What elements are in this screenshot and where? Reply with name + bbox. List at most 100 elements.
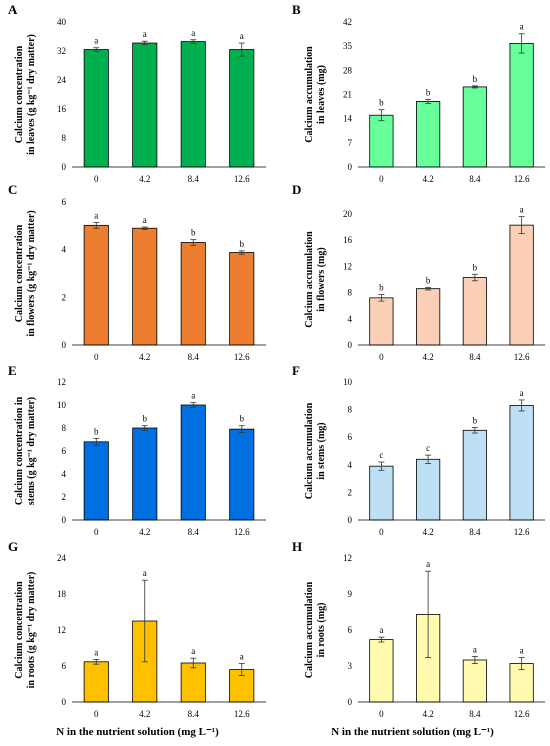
y-axis-label-line: Calcium accumulation <box>304 581 315 678</box>
y-tick-label: 12 <box>57 625 66 635</box>
significance-letter: a <box>520 646 524 656</box>
y-axis-label: Calcium accumulationin flowers (mg) <box>304 231 327 328</box>
y-tick-label: 20 <box>343 209 353 219</box>
x-axis-title-right: N in the nutrient solution (mg L⁻¹) <box>331 726 494 738</box>
y-tick-label: 16 <box>57 104 67 114</box>
y-axis-label-line: Calcium accumulation <box>304 231 315 328</box>
bar <box>83 661 109 703</box>
y-tick-label: 8 <box>62 133 67 143</box>
significance-letter: a <box>191 391 195 401</box>
x-tick-label: 4.2 <box>423 527 434 537</box>
y-tick-label: 0 <box>348 162 353 172</box>
x-tick-label: 0 <box>379 709 384 719</box>
significance-letter: b <box>379 283 384 293</box>
y-axis-label-line: Calcium accumulation <box>304 402 315 499</box>
y-tick-label: 2 <box>62 492 67 502</box>
y-tick-label: 6 <box>348 625 353 635</box>
y-axis-label-line: Calcium concentration <box>14 224 25 322</box>
x-tick-label: 0 <box>94 709 99 719</box>
y-tick-label: 28 <box>343 65 353 75</box>
significance-letter: a <box>143 29 147 39</box>
x-tick-label: 12.6 <box>234 709 250 719</box>
significance-letter: a <box>379 625 383 635</box>
significance-letter: a <box>191 28 195 38</box>
y-tick-label: 12 <box>343 553 352 563</box>
significance-letter: a <box>473 644 477 654</box>
panel-letter: G <box>8 539 18 554</box>
bar <box>132 42 158 168</box>
y-tick-label: 18 <box>57 589 67 599</box>
significance-letter: a <box>143 568 147 578</box>
significance-letter: c <box>379 450 383 460</box>
x-tick-label: 12.6 <box>234 174 250 184</box>
significance-letter: a <box>520 22 524 32</box>
y-tick-label: 12 <box>343 261 352 271</box>
y-tick-label: 4 <box>62 245 67 255</box>
x-tick-label: 8.4 <box>469 527 481 537</box>
panel-b: B 0 7 14 21 28 35 42 Calcium accumulationin leav… <box>292 2 545 184</box>
x-tick-label: 8.4 <box>469 174 481 184</box>
x-tick-label: 4.2 <box>139 709 150 719</box>
y-tick-label: 0 <box>348 340 353 350</box>
bar <box>132 227 158 346</box>
significance-letter: a <box>143 215 147 225</box>
x-tick-label: 12.6 <box>234 352 250 362</box>
significance-letter: b <box>94 426 99 436</box>
bar <box>416 288 441 346</box>
y-tick-label: 0 <box>62 697 67 707</box>
x-tick-label: 12.6 <box>514 174 530 184</box>
y-axis-label: Calcium accumulationin roots (mg) <box>304 581 327 678</box>
significance-letter: b <box>473 262 478 272</box>
panel-g: G 0 6 12 18 24 Calcium concentrationin roots (… <box>8 539 266 719</box>
y-tick-label: 40 <box>57 17 67 27</box>
y-axis-label-line: Calcium concentration in <box>14 396 25 505</box>
y-tick-label: 14 <box>343 114 353 124</box>
y-tick-label: 8 <box>348 405 353 415</box>
x-tick-label: 4.2 <box>423 352 434 362</box>
significance-letter: a <box>94 210 98 220</box>
y-tick-label: 8 <box>348 288 353 298</box>
bar <box>462 86 487 168</box>
bar <box>83 49 109 168</box>
y-tick-label: 0 <box>348 515 353 525</box>
y-axis-label-line: Calcium concentration <box>14 45 25 143</box>
panel-d: D 0 4 8 12 16 20 Calcium accumulationin flowers… <box>292 182 545 362</box>
x-tick-label: 8.4 <box>188 709 200 719</box>
significance-letter: b <box>473 416 478 426</box>
significance-letter: a <box>240 31 244 41</box>
y-tick-label: 9 <box>348 589 353 599</box>
panel-a: A 0 8 16 24 32 40 Calcium concentrationin leave… <box>8 2 266 184</box>
x-tick-label: 0 <box>94 527 99 537</box>
x-tick-label: 4.2 <box>139 174 150 184</box>
y-axis-label-line: in leaves (g kg⁻¹ dry matter) <box>26 34 37 155</box>
y-tick-label: 4 <box>348 460 353 470</box>
significance-letter: b <box>426 87 431 97</box>
significance-letter: a <box>520 205 524 215</box>
x-tick-label: 8.4 <box>469 352 481 362</box>
bar <box>369 639 394 703</box>
y-axis-label: Calcium accumulationin leaves (mg) <box>304 46 327 143</box>
y-tick-label: 10 <box>343 377 353 387</box>
significance-letter: b <box>240 239 245 249</box>
bar <box>229 428 255 521</box>
x-tick-label: 12.6 <box>514 527 530 537</box>
bar <box>416 101 441 168</box>
x-tick-label: 0 <box>94 352 99 362</box>
bar <box>132 427 158 521</box>
x-tick-label: 12.6 <box>234 527 250 537</box>
y-tick-label: 32 <box>57 46 66 56</box>
y-tick-label: 16 <box>343 235 353 245</box>
significance-letter: b <box>143 414 148 424</box>
y-tick-label: 0 <box>62 340 67 350</box>
y-axis-label-line: in flowers (mg) <box>316 247 327 311</box>
y-tick-label: 3 <box>348 661 353 671</box>
bar <box>369 114 394 168</box>
panel-letter: H <box>292 539 302 554</box>
bar <box>180 662 206 703</box>
panel-letter: E <box>8 363 17 378</box>
panel-letter: C <box>8 182 17 197</box>
significance-letter: a <box>520 388 524 398</box>
y-axis-label: Calcium concentrationin flowers (g kg⁻¹ … <box>14 210 37 336</box>
x-tick-label: 12.6 <box>514 352 530 362</box>
bar <box>180 242 206 346</box>
